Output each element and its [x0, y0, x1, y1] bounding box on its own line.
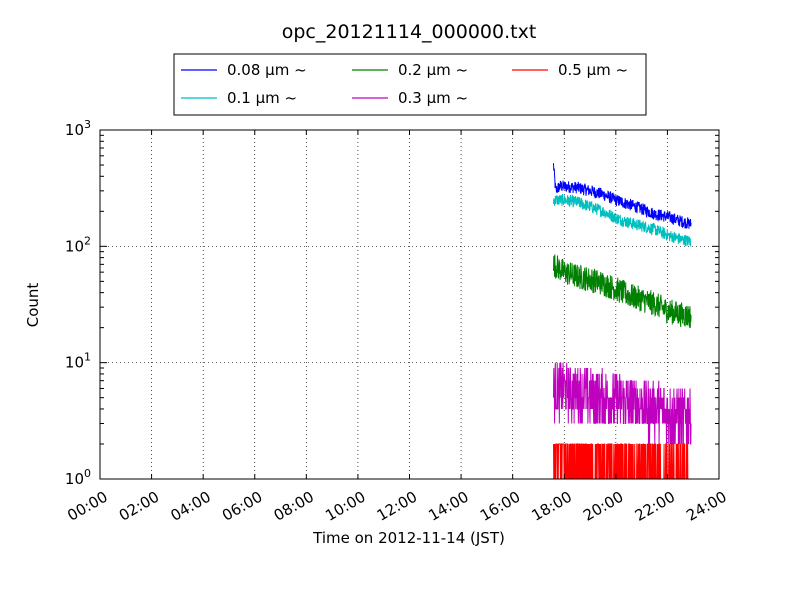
y-tick-labels: 100 101 102 103 — [65, 118, 91, 488]
x-tick-label: 18:00 — [529, 488, 575, 525]
legend: 0.08 μm ~ 0.1 μm ~ 0.2 μm ~ 0.3 μm ~ 0.5 μm … — [173, 53, 647, 116]
legend-entries: 0.08 μm ~ 0.1 μm ~ 0.2 μm ~ 0.3 μm ~ 0.5 μm … — [181, 61, 628, 107]
x-tick-label: 20:00 — [580, 488, 626, 525]
legend-box — [173, 53, 647, 116]
series-line-1 — [553, 193, 692, 247]
legend-label: 0.08 μm ~ — [227, 61, 307, 79]
series-line-2 — [553, 254, 692, 328]
x-tick-label: 16:00 — [477, 488, 523, 525]
chart-title: opc_20121114_000000.txt — [282, 21, 537, 43]
plot-series — [553, 163, 692, 480]
x-tick-label: 24:00 — [683, 488, 729, 525]
y-tick-label: 100 — [65, 467, 91, 488]
x-axis-label: Time on 2012-11-14 (JST) — [312, 529, 505, 547]
series-line-4 — [553, 443, 692, 480]
series-line-0 — [553, 163, 692, 229]
x-tick-label: 02:00 — [116, 488, 162, 525]
grid-lines — [100, 130, 719, 479]
y-axis-label: Count — [24, 283, 42, 328]
x-tick-label: 06:00 — [219, 488, 265, 525]
legend-label: 0.2 μm ~ — [398, 61, 468, 79]
legend-label: 0.5 μm ~ — [558, 61, 628, 79]
y-tick-label: 102 — [65, 234, 91, 255]
series-line-3 — [553, 362, 692, 445]
legend-label: 0.3 μm ~ — [398, 89, 468, 107]
x-tick-label: 08:00 — [271, 488, 317, 525]
x-tick-label: 04:00 — [167, 488, 213, 525]
x-tick-label: 00:00 — [64, 488, 110, 525]
y-tick-label: 101 — [65, 351, 91, 372]
x-tick-label: 12:00 — [374, 488, 420, 525]
x-tick-label: 10:00 — [322, 488, 368, 525]
x-tick-labels: 00:00 02:00 04:00 06:00 08:00 10:00 12:00 14:00… — [64, 488, 729, 525]
axis-ticks — [99, 129, 720, 480]
y-tick-label: 103 — [65, 118, 91, 139]
x-tick-label: 22:00 — [632, 488, 678, 525]
legend-label: 0.1 μm ~ — [227, 89, 297, 107]
x-tick-label: 14:00 — [425, 488, 471, 525]
